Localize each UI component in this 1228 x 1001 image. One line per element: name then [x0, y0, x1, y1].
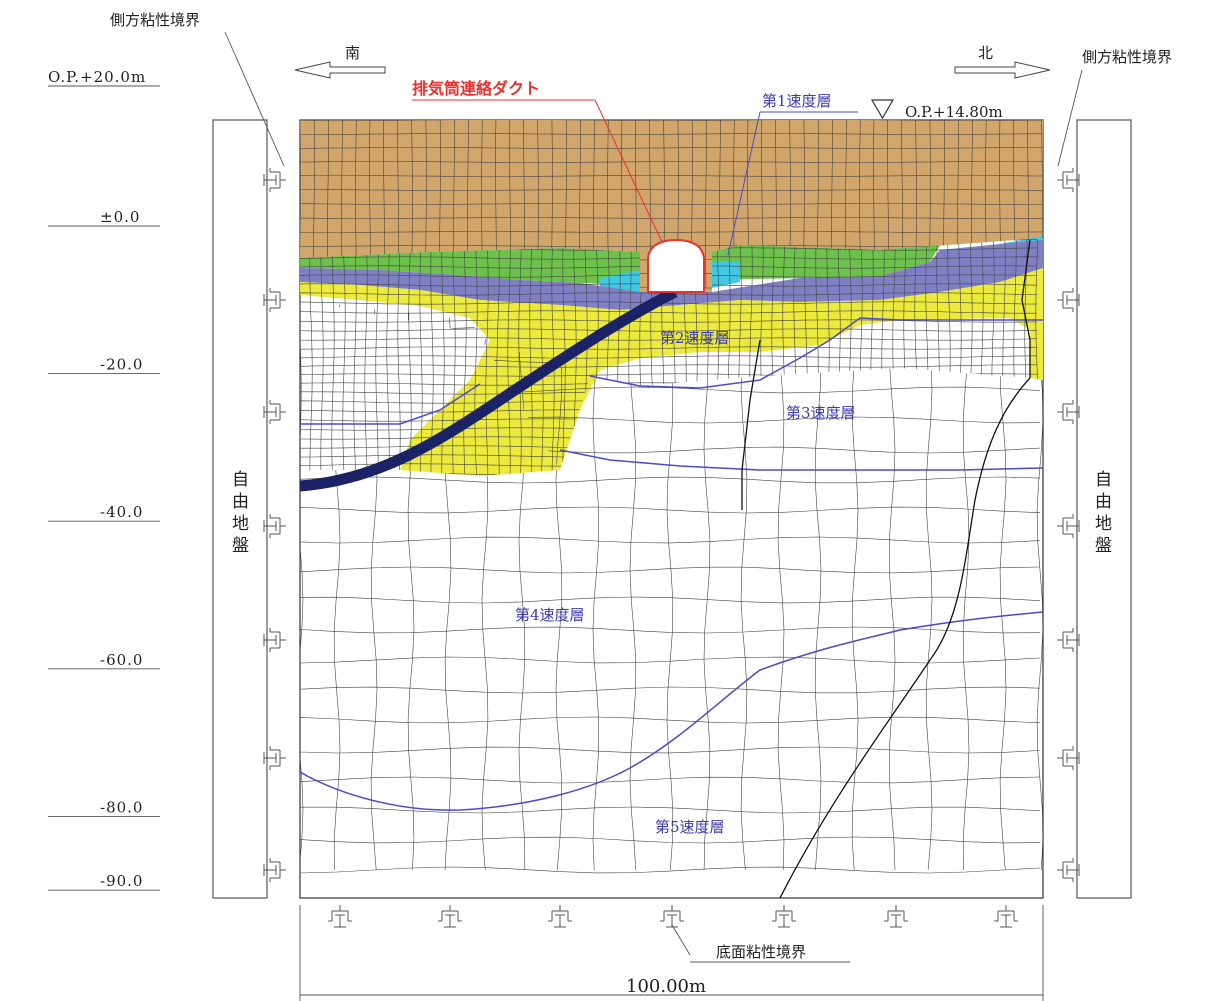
dashpot-icon [1057, 858, 1080, 882]
dashpot-icon [263, 168, 286, 192]
dashpot-icon [994, 905, 1018, 928]
free-ground-left: 自 由 地 盤 [212, 119, 268, 899]
elevation-label: -80.0 [100, 798, 143, 816]
layer-5-label: 第5速度層 [655, 818, 725, 836]
fault-traces [741, 239, 1031, 899]
dashpot-icon [1057, 746, 1080, 770]
dashpot-icon [263, 746, 286, 770]
dashpot-icon [328, 905, 352, 928]
dashpot-icon [660, 905, 684, 928]
free-ground-right-char-1: 由 [1095, 492, 1112, 512]
elevation-label: ±0.0 [100, 208, 140, 226]
layer-1-label: 第1速度層 [762, 92, 832, 110]
triangle-marker-icon [870, 99, 895, 120]
direction-arrow-icon [294, 61, 386, 79]
layer-3-label: 第3速度層 [786, 404, 856, 422]
dashpot-icon [1057, 628, 1080, 652]
dashpot-icon [1057, 168, 1080, 192]
free-ground-right-char-0: 自 [1095, 470, 1112, 490]
dashpot-icon [884, 905, 908, 928]
dashpot-icon [1057, 288, 1080, 312]
free-ground-left-char-0: 自 [232, 470, 249, 490]
dashpot-icon [548, 905, 572, 928]
free-ground-left-char-3: 盤 [232, 536, 249, 556]
dashpot-icon [1057, 400, 1080, 424]
dashpot-icon [263, 858, 286, 882]
purple-band [300, 240, 1043, 310]
surface-level-label: O.P.+14.80m [905, 103, 1003, 121]
free-ground-right-char-3: 盤 [1095, 536, 1112, 556]
elevation-label: O.P.+20.0m [48, 68, 146, 86]
dashpot-icon [438, 905, 462, 928]
free-ground-left-char-2: 地 [232, 514, 249, 534]
exhaust-duct [647, 238, 705, 293]
layer-2-label: 第2速度層 [660, 329, 730, 347]
dashpot-icon [1057, 514, 1080, 538]
leader-right [1057, 69, 1083, 167]
dashpot-icon [772, 905, 796, 928]
north-label: 北 [978, 44, 993, 62]
velocity-layer-1 [300, 120, 1043, 292]
fault-band [299, 287, 678, 492]
velocity-layer-boundaries [300, 317, 1043, 811]
cyan-patch-right [712, 262, 740, 288]
green-band-right [712, 245, 940, 280]
side-dampers-left [263, 168, 286, 882]
layer-4-label: 第4速度層 [515, 606, 585, 624]
bottom-leader [671, 924, 691, 956]
model-body [299, 119, 1044, 899]
duct-leader [594, 99, 663, 243]
elevation-label: -90.0 [100, 872, 143, 890]
elevation-label: -40.0 [100, 503, 143, 521]
side-dampers-right [1057, 168, 1080, 882]
layer-1-leader [727, 111, 761, 256]
south-label: 南 [345, 44, 360, 62]
dashpot-icon [263, 628, 286, 652]
dashpot-icon [263, 400, 286, 424]
dashpot-icon [263, 514, 286, 538]
side-boundary-label-left: 側方粘性境界 [110, 11, 200, 29]
duct-label: 排気筒連絡ダクト [412, 79, 540, 98]
width-label: 100.00m [626, 976, 706, 997]
elevation-label: -20.0 [100, 356, 143, 374]
side-boundary-label-right: 側方粘性境界 [1082, 48, 1172, 66]
dashpot-icon [263, 288, 286, 312]
bottom-dampers [328, 905, 1018, 928]
direction-arrow-icon [954, 61, 1051, 79]
green-band-left [300, 248, 640, 285]
bottom-boundary-label: 底面粘性境界 [716, 943, 806, 961]
elevation-scale: O.P.+20.0m ±0.0 -20.0 -40.0 -60.0 -80.0 -90.0 [48, 68, 160, 891]
elevation-label: -60.0 [100, 651, 143, 669]
free-ground-right: 自 由 地 盤 [1076, 119, 1132, 899]
free-ground-left-char-1: 由 [232, 492, 249, 512]
leader-left [224, 31, 285, 167]
free-ground-right-char-2: 地 [1095, 514, 1112, 534]
